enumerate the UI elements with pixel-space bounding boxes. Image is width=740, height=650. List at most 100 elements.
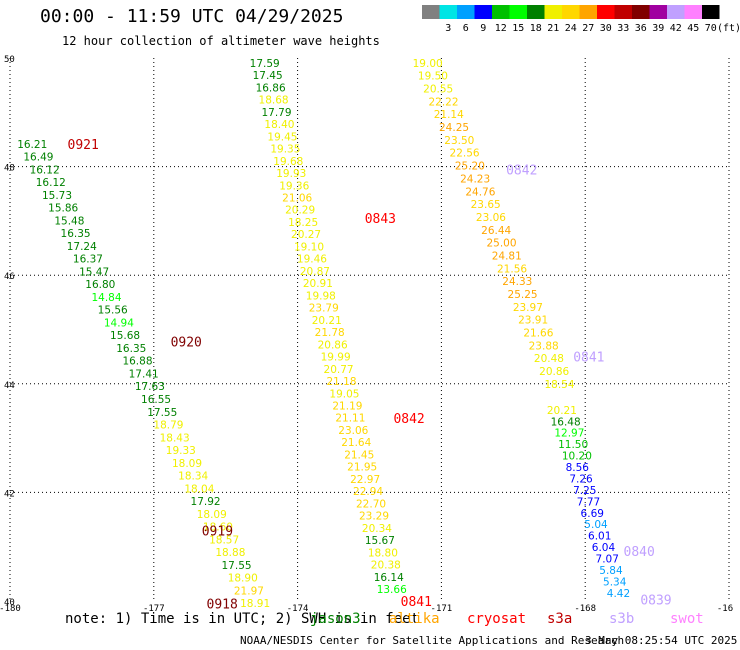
wave-height-label: 7.07 bbox=[596, 554, 619, 566]
colorbar-swatch bbox=[597, 5, 615, 19]
colorbar-swatch bbox=[492, 5, 510, 19]
wave-height-label: 17.55 bbox=[222, 560, 252, 572]
wave-height-label: 15.68 bbox=[110, 330, 140, 342]
wave-height-label: 20.27 bbox=[291, 229, 321, 241]
wave-height-label: 17.59 bbox=[250, 58, 280, 70]
wave-height-label: 17.63 bbox=[135, 381, 165, 393]
footer-note: note: 1) Time is in UTC; 2) SWH is in fe… bbox=[65, 611, 420, 627]
wave-height-label: 25.00 bbox=[486, 238, 516, 250]
wave-height-label: 14.94 bbox=[104, 317, 134, 329]
wave-height-label: 20.21 bbox=[312, 315, 342, 327]
page-subtitle: 12 hour collection of altimeter wave hei… bbox=[62, 34, 380, 48]
wave-height-label: 20.21 bbox=[547, 405, 577, 417]
pass-number-label: 0843 bbox=[365, 212, 396, 227]
wave-height-label: 22.94 bbox=[353, 486, 383, 498]
wave-height-label: 18.88 bbox=[215, 547, 245, 559]
lat-tick-label: 40 bbox=[4, 598, 15, 608]
pass-number-label: 0842 bbox=[506, 163, 537, 178]
wave-height-label: 12.97 bbox=[554, 428, 584, 440]
wave-height-label: 6.01 bbox=[588, 531, 611, 543]
wave-height-label: 5.84 bbox=[599, 565, 623, 577]
colorbar-swatch bbox=[457, 5, 475, 19]
wave-height-label: 16.49 bbox=[23, 152, 53, 164]
wave-height-label: 23.79 bbox=[309, 303, 339, 315]
colorbar-units: (ft) bbox=[717, 23, 740, 34]
colorbar-swatch bbox=[562, 5, 580, 19]
wave-height-label: 10.20 bbox=[562, 451, 592, 463]
wave-height-label: 25.25 bbox=[508, 289, 538, 301]
wave-height-label: 14.84 bbox=[91, 292, 121, 304]
lat-tick-label: 48 bbox=[4, 164, 15, 174]
wave-height-label: 18.09 bbox=[197, 509, 227, 521]
satellite-jason3: jason3 bbox=[310, 611, 361, 627]
lon-tick-label: -174 bbox=[287, 604, 309, 614]
wave-height-label: 23.50 bbox=[444, 135, 474, 147]
wave-height-label: 16.80 bbox=[85, 279, 115, 291]
wave-height-label: 22.97 bbox=[350, 474, 380, 486]
colorbar-swatch bbox=[439, 5, 457, 19]
wave-height-label: 21.64 bbox=[341, 437, 371, 449]
wave-height-label: 23.88 bbox=[529, 340, 559, 352]
colorbar-label: 18 bbox=[530, 23, 542, 34]
footer-timestamp: 3 May 08:25:54 UTC 2025 bbox=[585, 634, 738, 647]
wave-height-label: 21.78 bbox=[315, 327, 345, 339]
lon-tick-label: -177 bbox=[143, 604, 165, 614]
wave-height-label: 18.57 bbox=[209, 534, 239, 546]
wave-height-label: 4.42 bbox=[607, 588, 630, 600]
wave-height-label: 22.22 bbox=[428, 96, 458, 108]
wave-height-label: 18.68 bbox=[259, 95, 289, 107]
wave-height-label: 5.34 bbox=[603, 576, 627, 588]
wave-height-label: 13.66 bbox=[377, 584, 407, 596]
wave-height-label: 18.80 bbox=[368, 547, 398, 559]
wave-height-label: 16.37 bbox=[73, 254, 103, 266]
colorbar-label: 30 bbox=[600, 23, 612, 34]
wave-height-label: 15.86 bbox=[48, 203, 78, 215]
pass-number-label: 0841 bbox=[401, 595, 432, 610]
wave-height-label: 16.21 bbox=[17, 139, 47, 151]
wave-height-label: 21.06 bbox=[282, 192, 312, 204]
wave-height-label: 18.25 bbox=[288, 217, 318, 229]
wave-height-label: 20.48 bbox=[534, 353, 564, 365]
wave-height-label: 21.45 bbox=[344, 449, 374, 461]
colorbar-label: 39 bbox=[652, 23, 664, 34]
colorbar-label: 12 bbox=[495, 23, 507, 34]
wave-height-label: 18.79 bbox=[153, 420, 183, 432]
wave-height-label: 19.99 bbox=[321, 352, 351, 364]
colorbar-swatch bbox=[667, 5, 685, 19]
wave-height-label: 24.33 bbox=[502, 276, 532, 288]
wave-height-label: 18.34 bbox=[178, 471, 208, 483]
satellite-cryosat: cryosat bbox=[467, 611, 527, 627]
colorbar-label: 45 bbox=[687, 23, 699, 34]
pass-number-label: 0840 bbox=[624, 545, 655, 560]
wave-height-label: 23.91 bbox=[518, 315, 548, 327]
lat-tick-label: 44 bbox=[4, 381, 15, 391]
satellite-swot: swot bbox=[670, 611, 704, 627]
wave-height-label: 21.56 bbox=[497, 263, 527, 275]
wave-height-label: 8.56 bbox=[566, 462, 590, 474]
wave-height-label: 16.88 bbox=[122, 356, 152, 368]
wave-height-label: 5.04 bbox=[584, 519, 608, 531]
wave-height-label: 16.86 bbox=[256, 82, 286, 94]
wave-height-label: 16.35 bbox=[116, 343, 146, 355]
wave-height-label: 19.50 bbox=[418, 71, 448, 83]
wave-height-label: 20.87 bbox=[300, 266, 330, 278]
wave-height-label: 16.35 bbox=[61, 228, 91, 240]
wave-height-label: 15.56 bbox=[98, 305, 128, 317]
colorbar-label: 15 bbox=[512, 23, 524, 34]
wave-height-label: 7.26 bbox=[569, 473, 593, 485]
wave-height-label: 18.90 bbox=[228, 573, 258, 585]
wave-height-label: 21.97 bbox=[234, 585, 264, 597]
wave-height-label: 6.04 bbox=[592, 542, 616, 554]
wave-height-label: 23.06 bbox=[476, 212, 506, 224]
colorbar-label: 3 bbox=[445, 23, 451, 34]
colorbar-swatch bbox=[702, 5, 720, 19]
wave-height-label: 7.77 bbox=[577, 496, 600, 508]
wave-height-label: 7.25 bbox=[573, 485, 596, 497]
colorbar-label: 24 bbox=[565, 23, 577, 34]
wave-height-label: 22.70 bbox=[356, 498, 386, 510]
wave-height-label: 11.50 bbox=[558, 439, 588, 451]
wave-height-label: 20.55 bbox=[423, 84, 453, 96]
wave-height-label: 16.48 bbox=[551, 416, 581, 428]
wave-height-label: 17.55 bbox=[147, 407, 177, 419]
lon-tick-label: -180 bbox=[0, 604, 21, 614]
